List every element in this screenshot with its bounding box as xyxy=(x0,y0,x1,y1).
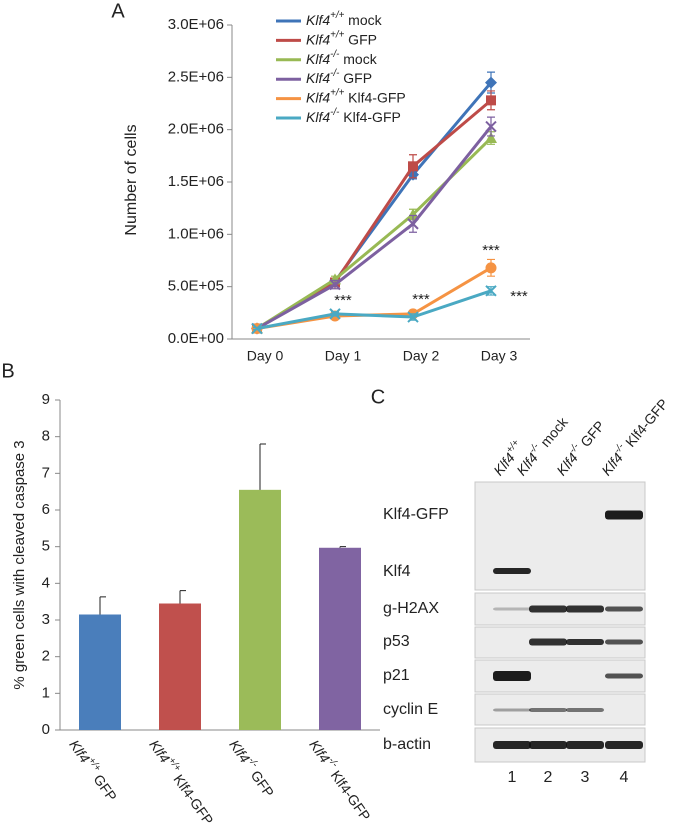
x-tick-label: Klf4-/- GFP xyxy=(227,736,279,800)
y-tick-label: 9 xyxy=(42,391,50,408)
annotation: *** xyxy=(510,288,528,305)
bar xyxy=(239,489,281,730)
lane-number: 2 xyxy=(544,769,553,786)
legend-label: Klf4+/+ Klf4-GFP xyxy=(306,88,406,106)
data-point xyxy=(407,218,419,230)
row-label: p53 xyxy=(383,633,410,650)
row-label: Klf4-GFP xyxy=(383,506,449,523)
blot-band xyxy=(605,673,643,679)
row-label: g-H2AX xyxy=(383,600,439,617)
x-tick-label: Day 3 xyxy=(481,348,518,364)
y-tick-label: 4 xyxy=(42,574,50,591)
y-tick-label: 0.0E+00 xyxy=(168,330,224,347)
row-label: p21 xyxy=(383,667,410,684)
blot-band xyxy=(566,639,604,645)
blot-band xyxy=(529,605,567,613)
data-point xyxy=(407,311,419,323)
error-bar xyxy=(259,443,266,490)
y-tick-label: 1.5E+06 xyxy=(168,173,224,190)
blot-band xyxy=(605,639,643,645)
x-tick-label: Klf4+/+ GFP xyxy=(67,736,122,804)
y-tick-label: 6 xyxy=(42,501,50,518)
x-tick-label: Day 1 xyxy=(325,348,362,364)
blot-band xyxy=(605,741,643,749)
y-tick-label: 1 xyxy=(42,684,50,701)
x-tick-label: Day 2 xyxy=(403,348,440,364)
bar xyxy=(79,614,121,730)
y-tick-label: 1.0E+06 xyxy=(168,225,224,242)
blot-band xyxy=(566,708,604,712)
y-tick-label: 2 xyxy=(42,648,50,665)
y-tick-label: 5.0E+05 xyxy=(168,278,224,295)
bar xyxy=(159,603,201,730)
blot-band xyxy=(493,671,531,681)
y-tick-label: 8 xyxy=(42,428,50,445)
blot-band xyxy=(529,741,567,749)
series-line xyxy=(256,289,492,331)
error-bar xyxy=(99,596,106,615)
blot-band xyxy=(493,741,531,749)
panel-label: B xyxy=(1,360,14,382)
panel-label: A xyxy=(111,0,125,22)
data-point xyxy=(251,322,263,335)
panel-label: C xyxy=(371,386,385,408)
data-point xyxy=(485,262,497,274)
lane-number: 4 xyxy=(620,769,629,786)
data-point xyxy=(408,161,418,172)
legend-label: Klf4-/- mock xyxy=(306,49,378,67)
row-label: b-actin xyxy=(383,736,431,753)
y-tick-label: 5 xyxy=(42,538,50,555)
blot-band xyxy=(605,510,643,520)
blot-band xyxy=(493,708,531,712)
lane-label: Klf4-/- Klf4-GFP xyxy=(597,394,671,478)
y-axis-title: % green cells with cleaved caspase 3 xyxy=(11,440,28,689)
y-tick-label: 7 xyxy=(42,464,50,481)
series-line xyxy=(256,266,492,331)
annotation: *** xyxy=(412,291,430,308)
data-point xyxy=(485,132,497,144)
series-line xyxy=(256,136,493,330)
error-bar xyxy=(179,590,186,604)
x-tick-label: Day 0 xyxy=(247,348,284,364)
data-point xyxy=(485,120,497,133)
legend-label: Klf4-/- GFP xyxy=(306,68,372,86)
data-point xyxy=(329,278,341,291)
y-tick-label: 3.0E+06 xyxy=(168,16,224,33)
x-tick-label: Klf4+/+ Klf4-GFP xyxy=(147,736,219,824)
bar xyxy=(319,547,361,730)
legend-label: Klf4+/+ GFP xyxy=(306,29,377,47)
blot-band xyxy=(529,708,567,712)
y-tick-label: 2.5E+06 xyxy=(168,68,224,85)
blot-band xyxy=(566,605,604,613)
lane-number: 3 xyxy=(581,769,590,786)
data-point xyxy=(485,285,497,297)
y-axis-title: Number of cells xyxy=(123,124,140,235)
series-line xyxy=(256,125,493,330)
blot-band xyxy=(566,741,604,749)
y-tick-label: 0 xyxy=(42,721,50,738)
annotation: *** xyxy=(334,292,352,309)
lane-number: 1 xyxy=(508,769,517,786)
x-tick-label: Klf4-/- Klf4-GFP xyxy=(307,736,376,824)
data-point xyxy=(407,208,419,220)
blot-band xyxy=(529,638,567,646)
y-tick-label: 2.0E+06 xyxy=(168,121,224,138)
legend-label: Klf4-/- Klf4-GFP xyxy=(306,107,401,125)
legend-label: Klf4+/+ mock xyxy=(306,10,383,28)
blot-band xyxy=(493,568,531,574)
row-label: cyclin E xyxy=(383,701,438,718)
series-line xyxy=(256,99,492,330)
error-bar xyxy=(339,546,346,548)
blot-band xyxy=(493,607,531,611)
data-point xyxy=(485,76,497,89)
data-point xyxy=(486,95,496,106)
blot-band xyxy=(605,606,643,612)
annotation: *** xyxy=(482,242,500,259)
row-label: Klf4 xyxy=(383,563,411,580)
data-point xyxy=(329,308,341,320)
y-tick-label: 3 xyxy=(42,611,50,628)
